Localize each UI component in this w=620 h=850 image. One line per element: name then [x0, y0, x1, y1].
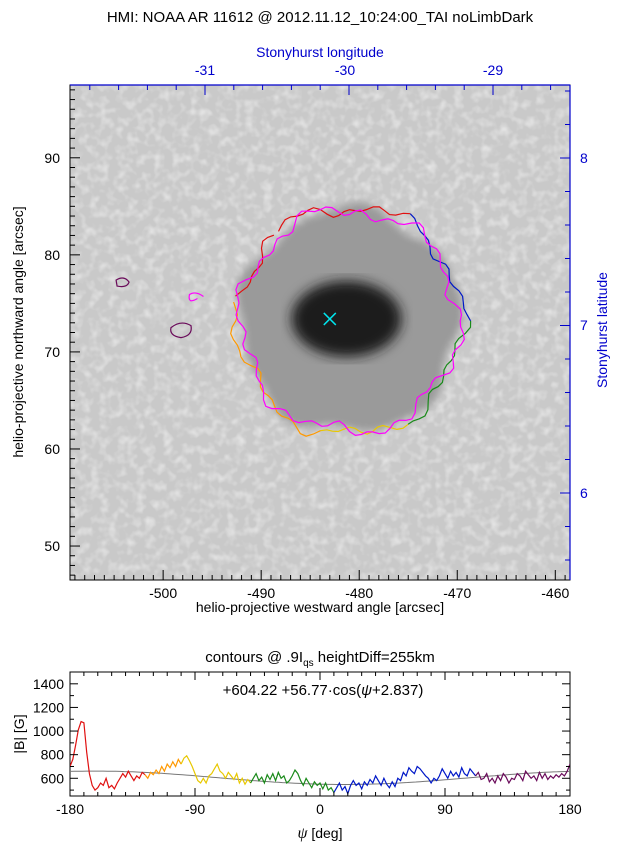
- y-tick-label: 80: [44, 247, 60, 263]
- x-tick-label: -470: [443, 585, 471, 601]
- image-ylabel: helio-projective northward angle [arcsec…: [10, 206, 26, 457]
- lat-tick-label: 7: [580, 317, 588, 333]
- field-strength-panel: contours @ .9Iqs heightDiff=255km +604.2…: [11, 649, 582, 842]
- marker-stroke: [323, 312, 337, 326]
- y-tick-label: 800: [41, 747, 65, 763]
- x-tick-label: 0: [316, 801, 324, 817]
- figure-title: HMI: NOAA AR 11612 @ 2012.11.12_10:24:00…: [107, 9, 534, 26]
- y-tick-label: 60: [44, 441, 60, 457]
- field-series-0: [70, 720, 146, 792]
- x-tick-label: 90: [437, 801, 453, 817]
- lat-tick-label: 8: [580, 150, 588, 166]
- contour-segment: [407, 320, 472, 425]
- y-tick-label: 600: [41, 770, 65, 786]
- y-tick-label: 90: [44, 150, 60, 166]
- field-series-3: [250, 768, 335, 793]
- y-tick-label: 1000: [33, 723, 64, 739]
- lat-tick-label: 6: [580, 485, 588, 501]
- x-tick-label: -490: [247, 585, 275, 601]
- line-title: contours @ .9Iqs heightDiff=255km: [205, 649, 434, 669]
- umbra-center-marker: [323, 312, 337, 326]
- lon-tick-label: -29: [483, 62, 503, 78]
- y-tick-label: 70: [44, 344, 60, 360]
- y-tick-label: 1400: [33, 676, 64, 692]
- pore-contour: [115, 277, 130, 288]
- pore-contour: [170, 322, 192, 339]
- contour-magenta-fragment: [188, 292, 204, 302]
- contour-magenta: [235, 206, 465, 437]
- field-series-1: [144, 758, 182, 780]
- fit-equation: +604.22 +56.77·cos(ψ+2.837): [223, 682, 424, 699]
- x-tick-label: -460: [541, 585, 569, 601]
- x-tick-label: -180: [56, 801, 84, 817]
- field-series-4: [333, 765, 477, 796]
- umbra: [291, 280, 402, 357]
- field-series-2: [180, 754, 252, 786]
- y-tick-label: 1200: [33, 699, 64, 715]
- lon-tick-label: -30: [335, 62, 355, 78]
- x-tick-label: -500: [149, 585, 177, 601]
- line-xlabel: ψ [deg]: [298, 825, 343, 842]
- x-tick-label: -90: [185, 801, 205, 817]
- sunspot-image-panel: -500 -490 -480 -470 -460 50 60 70 80 90 -31 -30 -29 6…: [10, 44, 610, 615]
- lon-tick-label: -31: [195, 62, 215, 78]
- field-series-5: [475, 763, 570, 785]
- contours-group: [115, 206, 472, 437]
- stonyhurst-longitude-label: Stonyhurst longitude: [256, 44, 384, 60]
- line-ylabel: |B| [G]: [11, 714, 27, 753]
- x-tick-label: 180: [558, 801, 582, 817]
- contour-segment: [409, 213, 472, 322]
- y-tick-label: 50: [44, 538, 60, 554]
- contour-segment: [230, 301, 321, 437]
- contour-segment: [235, 234, 275, 297]
- x-tick-label: -480: [345, 585, 373, 601]
- image-xlabel: helio-projective westward angle [arcsec]: [196, 599, 444, 615]
- stonyhurst-latitude-label: Stonyhurst latitude: [594, 272, 610, 388]
